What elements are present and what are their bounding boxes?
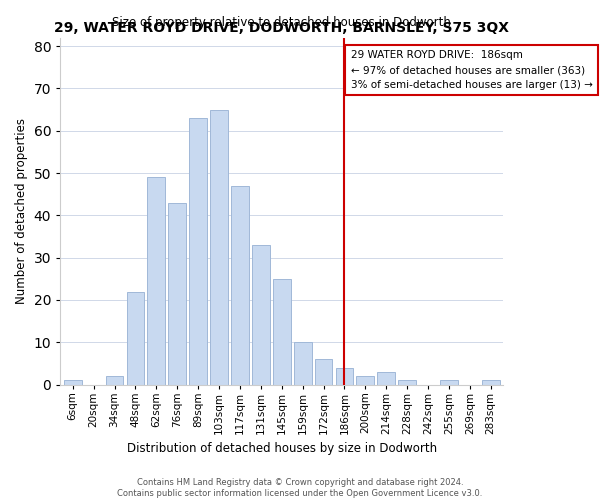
Bar: [377, 372, 395, 384]
Bar: [314, 359, 332, 384]
Bar: [482, 380, 500, 384]
Title: 29, WATER ROYD DRIVE, DODWORTH, BARNSLEY, S75 3QX: 29, WATER ROYD DRIVE, DODWORTH, BARNSLEY…: [54, 21, 509, 35]
Bar: [64, 380, 82, 384]
Bar: [335, 368, 353, 384]
Text: Contains HM Land Registry data © Crown copyright and database right 2024.
Contai: Contains HM Land Registry data © Crown c…: [118, 478, 482, 498]
Bar: [273, 279, 290, 384]
Text: Size of property relative to detached houses in Dodworth: Size of property relative to detached ho…: [112, 16, 451, 29]
Bar: [398, 380, 416, 384]
Bar: [127, 292, 145, 384]
X-axis label: Distribution of detached houses by size in Dodworth: Distribution of detached houses by size …: [127, 442, 437, 455]
Bar: [356, 376, 374, 384]
Bar: [169, 202, 186, 384]
Bar: [148, 178, 165, 384]
Bar: [106, 376, 124, 384]
Bar: [294, 342, 311, 384]
Bar: [252, 245, 270, 384]
Bar: [440, 380, 458, 384]
Bar: [231, 186, 249, 384]
Y-axis label: Number of detached properties: Number of detached properties: [15, 118, 28, 304]
Text: 29 WATER ROYD DRIVE:  186sqm
← 97% of detached houses are smaller (363)
3% of se: 29 WATER ROYD DRIVE: 186sqm ← 97% of det…: [350, 50, 593, 90]
Bar: [210, 110, 228, 384]
Bar: [189, 118, 207, 384]
